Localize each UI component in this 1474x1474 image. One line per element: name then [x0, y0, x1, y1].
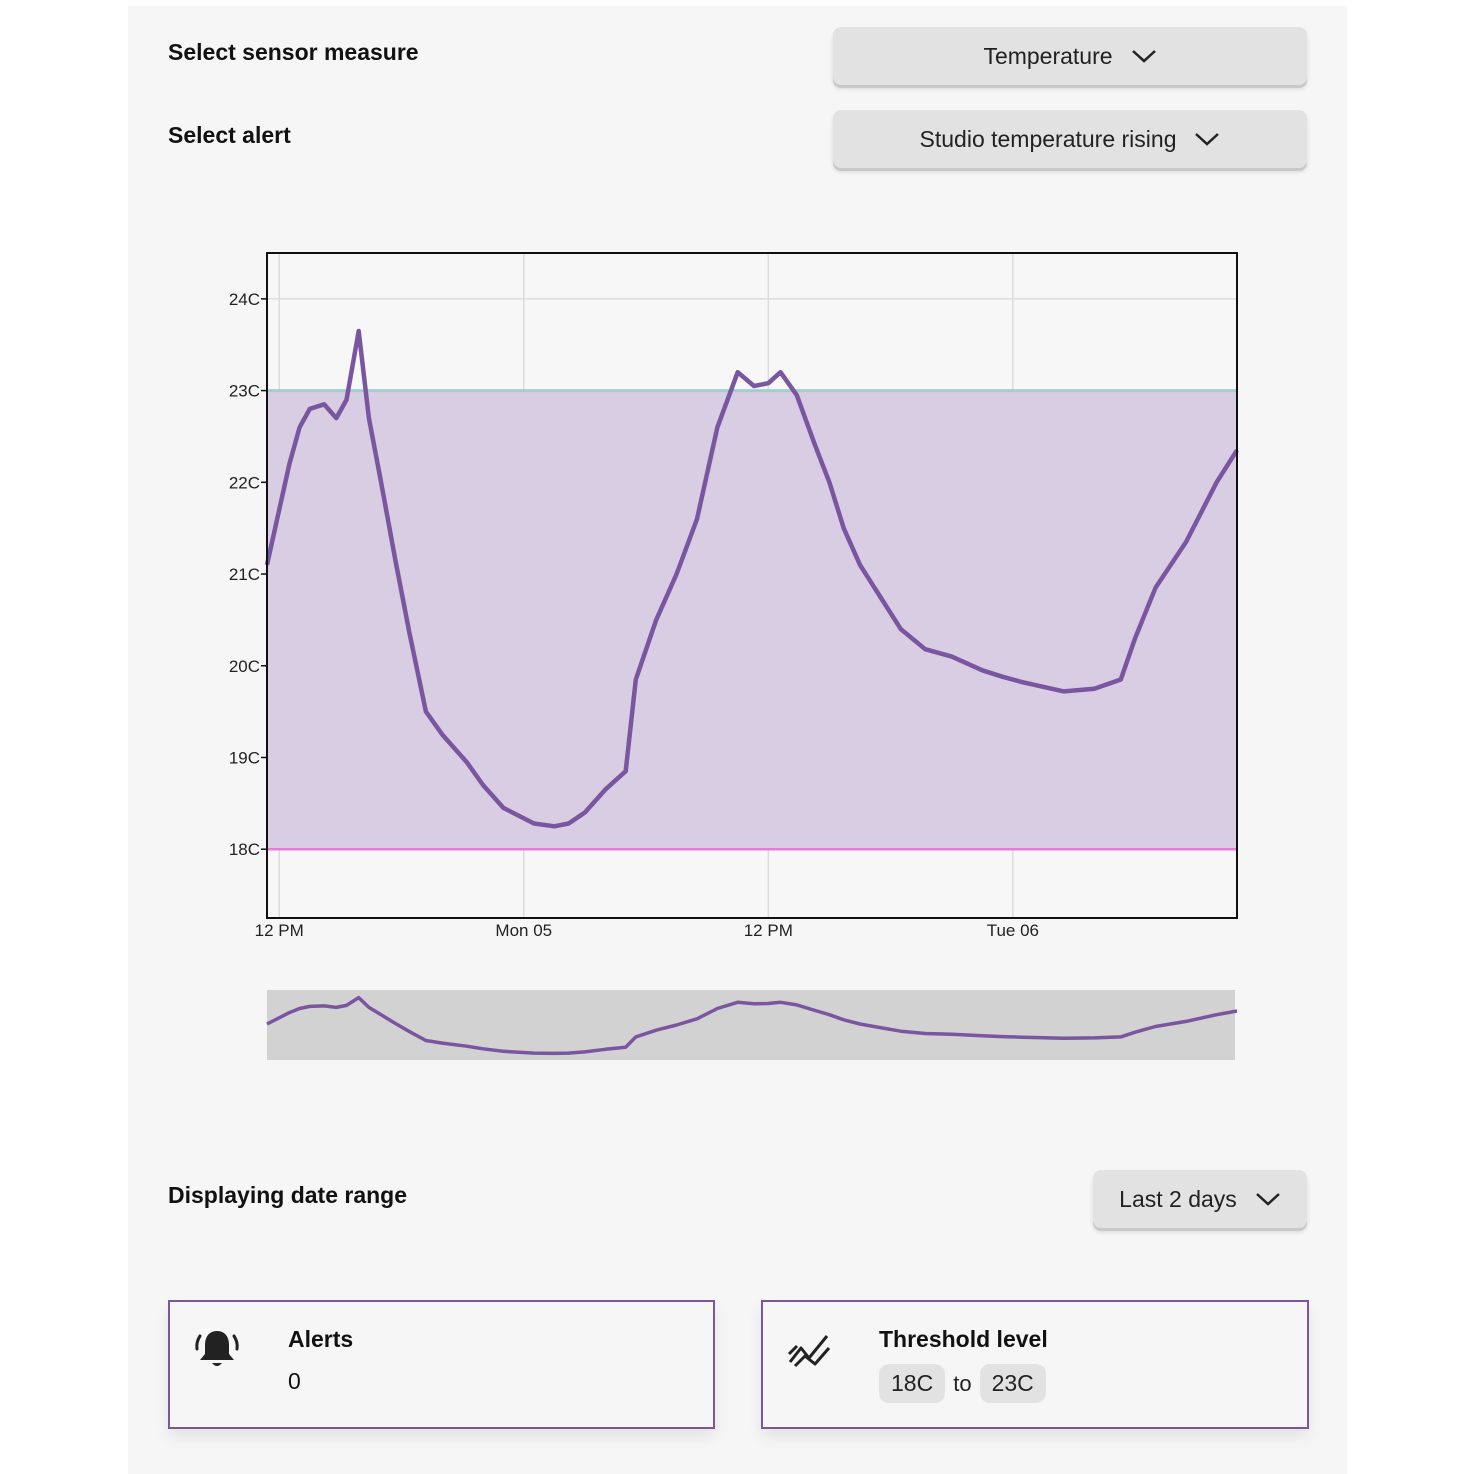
x-tick-label: Mon 05 — [495, 921, 552, 940]
y-tick-label: 22C — [229, 473, 260, 492]
sensor-measure-label: Select sensor measure — [168, 39, 419, 65]
threshold-band — [267, 390, 1237, 850]
x-tick-label: 12 PM — [744, 921, 793, 940]
y-tick-label: 21C — [229, 565, 260, 584]
y-tick-label: 19C — [229, 748, 260, 767]
threshold-range: 18C to 23C — [879, 1364, 1046, 1403]
y-tick-label: 20C — [229, 657, 260, 676]
date-range-value: Last 2 days — [1119, 1185, 1237, 1212]
alert-value: Studio temperature rising — [919, 125, 1177, 152]
chevron-down-icon — [1195, 133, 1220, 146]
plot-frame — [266, 252, 1238, 919]
alerts-card: Alerts 0 — [168, 1300, 715, 1429]
threshold-to-text: to — [953, 1370, 972, 1396]
alerts-count: 0 — [288, 1368, 301, 1394]
chevron-down-icon — [1255, 1193, 1280, 1206]
y-tick-label: 23C — [229, 382, 260, 401]
navigator-series-line — [266, 995, 1238, 1056]
y-tick-label: 24C — [229, 290, 260, 309]
bell-icon — [195, 1331, 239, 1366]
alert-label: Select alert — [168, 122, 291, 148]
threshold-low-pill: 18C — [879, 1364, 946, 1403]
trend-icon — [787, 1335, 831, 1368]
sensor-measure-dropdown[interactable]: Temperature — [833, 27, 1307, 85]
threshold-title: Threshold level — [879, 1326, 1048, 1352]
navigator-background[interactable] — [267, 990, 1235, 1060]
x-tick-label: Tue 06 — [987, 921, 1039, 940]
date-range-label: Displaying date range — [168, 1182, 408, 1208]
temperature-series-line[interactable] — [264, 328, 1239, 829]
date-range-dropdown[interactable]: Last 2 days — [1093, 1170, 1307, 1228]
alerts-title: Alerts — [288, 1326, 354, 1352]
x-tick-label: 12 PM — [255, 921, 304, 940]
y-tick-label: 18C — [229, 840, 260, 859]
sensor-measure-value: Temperature — [983, 42, 1113, 69]
threshold-high-pill: 23C — [979, 1364, 1046, 1403]
chevron-down-icon — [1131, 50, 1156, 63]
alert-dropdown[interactable]: Studio temperature rising — [833, 110, 1307, 168]
threshold-card: Threshold level 18C to 23C — [761, 1300, 1309, 1429]
